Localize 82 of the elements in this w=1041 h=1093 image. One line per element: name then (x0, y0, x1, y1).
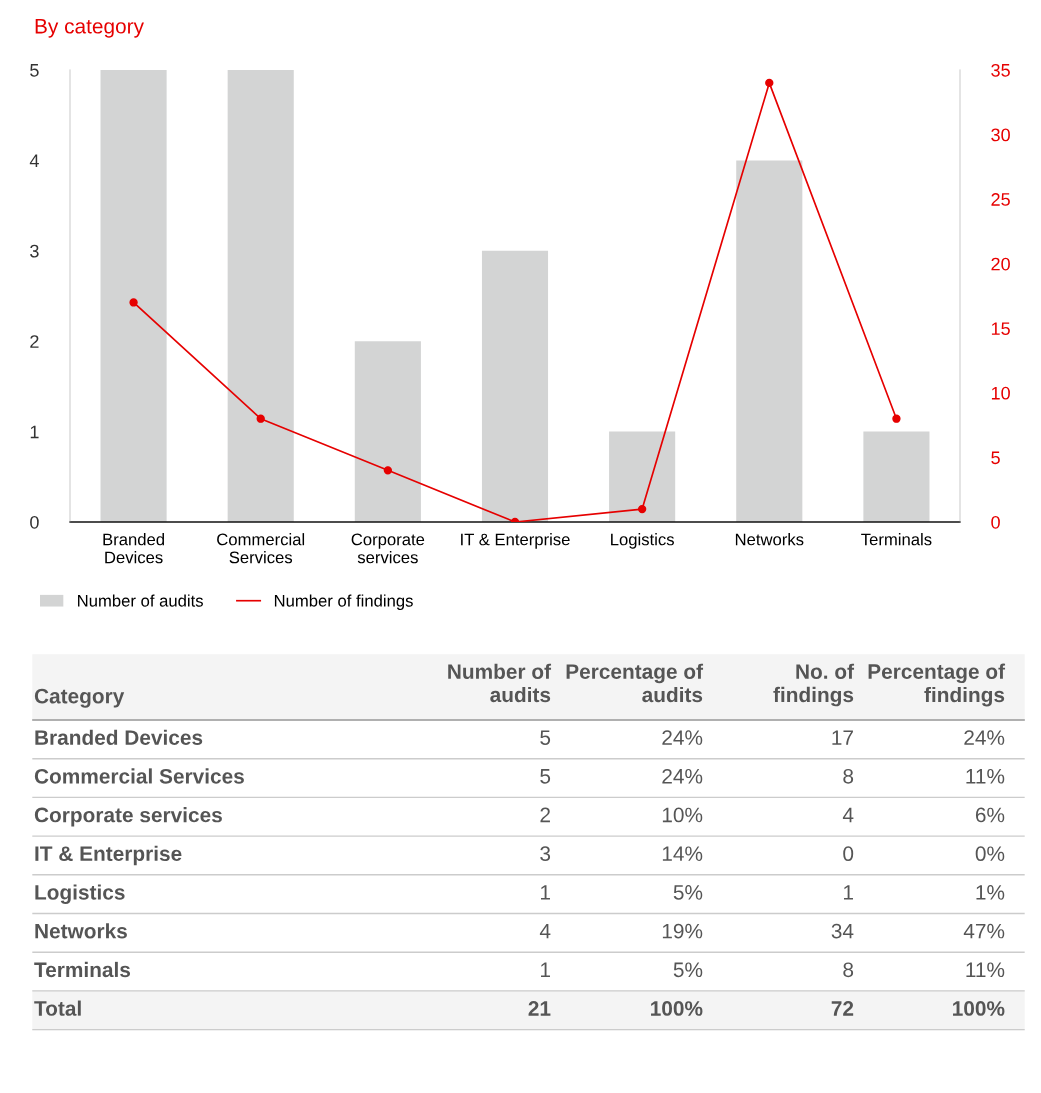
text: Commercial Services (34, 768, 244, 784)
y2-tick-label: 25 (991, 193, 1010, 206)
x-tick-label: Commercial Services (217, 533, 305, 564)
text: 1 (844, 885, 853, 900)
bar (481, 250, 549, 522)
x-tick-label: IT & Enterprise (461, 533, 570, 549)
text: Corporate services (34, 807, 222, 827)
text: IT & Enterprise (35, 845, 182, 866)
text: 11% (966, 962, 1005, 978)
bar (736, 160, 803, 522)
text: 8 (843, 768, 854, 784)
y-tick-label: 1 (30, 425, 39, 439)
bar (609, 431, 676, 522)
text: 0% (975, 846, 1005, 862)
point (256, 414, 265, 423)
y-tick-label: 2 (30, 335, 39, 348)
text: Terminals (34, 961, 131, 978)
y2-tick-label: 10 (991, 386, 1010, 400)
y-tick-label: 4 (29, 154, 39, 167)
y-tick-label: 0 (30, 515, 39, 529)
point (129, 298, 138, 307)
y2-tick-label: 20 (991, 257, 1010, 271)
text: 6% (975, 807, 1005, 823)
point (765, 78, 774, 88)
bar (100, 70, 167, 522)
text: 24% (964, 730, 1005, 745)
point (637, 504, 647, 514)
y-tick-label: 3 (30, 244, 39, 258)
text: 19% (662, 923, 703, 939)
y2-tick-label: 35 (991, 63, 1010, 77)
chart-title: By category (35, 19, 144, 38)
text: 24% (662, 730, 703, 745)
text: 0 (843, 846, 854, 862)
text: 24% (662, 768, 703, 784)
text: 100% (953, 1001, 1005, 1016)
bar (354, 341, 421, 522)
text: 4 (842, 807, 854, 823)
text: Total (34, 1000, 81, 1016)
text: Logistics (35, 884, 125, 904)
y2-tick-label: 30 (991, 128, 1010, 142)
text: Percentage of audits (566, 663, 704, 703)
y2-tick-label: 15 (991, 322, 1010, 336)
legend-label: Number of audits (78, 594, 203, 607)
text: 1 (541, 962, 550, 977)
text: 11% (966, 768, 1005, 784)
y2-tick-label: 0 (991, 515, 1000, 529)
text: Category (34, 688, 125, 708)
text: 34 (831, 923, 854, 939)
point (383, 466, 393, 475)
text: 1 (541, 885, 550, 900)
bar (863, 431, 930, 522)
text: Percentage of findings (868, 663, 1006, 707)
x-tick-label: Corporate services (351, 533, 425, 564)
text: 14% (662, 846, 703, 861)
text: Networks (35, 923, 127, 939)
x-tick-label: Terminals (861, 533, 932, 546)
text: 2 (540, 807, 550, 823)
text: 47% (963, 923, 1005, 939)
text: 21 (528, 1001, 551, 1016)
y2-tick-label: 5 (991, 451, 1000, 465)
y-tick-label: 5 (30, 64, 39, 77)
point (892, 414, 901, 423)
text: Number of audits (448, 663, 552, 703)
text: 5 (540, 769, 551, 784)
text: No. of findings (773, 663, 855, 707)
x-tick-label: Networks (735, 533, 804, 546)
text: 5% (673, 885, 703, 900)
x-tick-label: Logistics (611, 533, 674, 549)
text: 4 (539, 923, 551, 939)
text: 17 (832, 730, 853, 745)
legend-label: Number of findings (274, 594, 413, 610)
text: 8 (843, 962, 854, 978)
text: 3 (540, 846, 551, 862)
x-tick-label: Branded Devices (103, 533, 165, 564)
bar (227, 70, 294, 522)
text: 1% (976, 885, 1005, 900)
text: 5 (540, 730, 551, 745)
text: 10% (662, 807, 703, 823)
text: 72 (831, 1001, 854, 1016)
text: 100% (651, 1001, 703, 1016)
text: Branded Devices (35, 729, 203, 745)
text: 5% (673, 962, 703, 978)
